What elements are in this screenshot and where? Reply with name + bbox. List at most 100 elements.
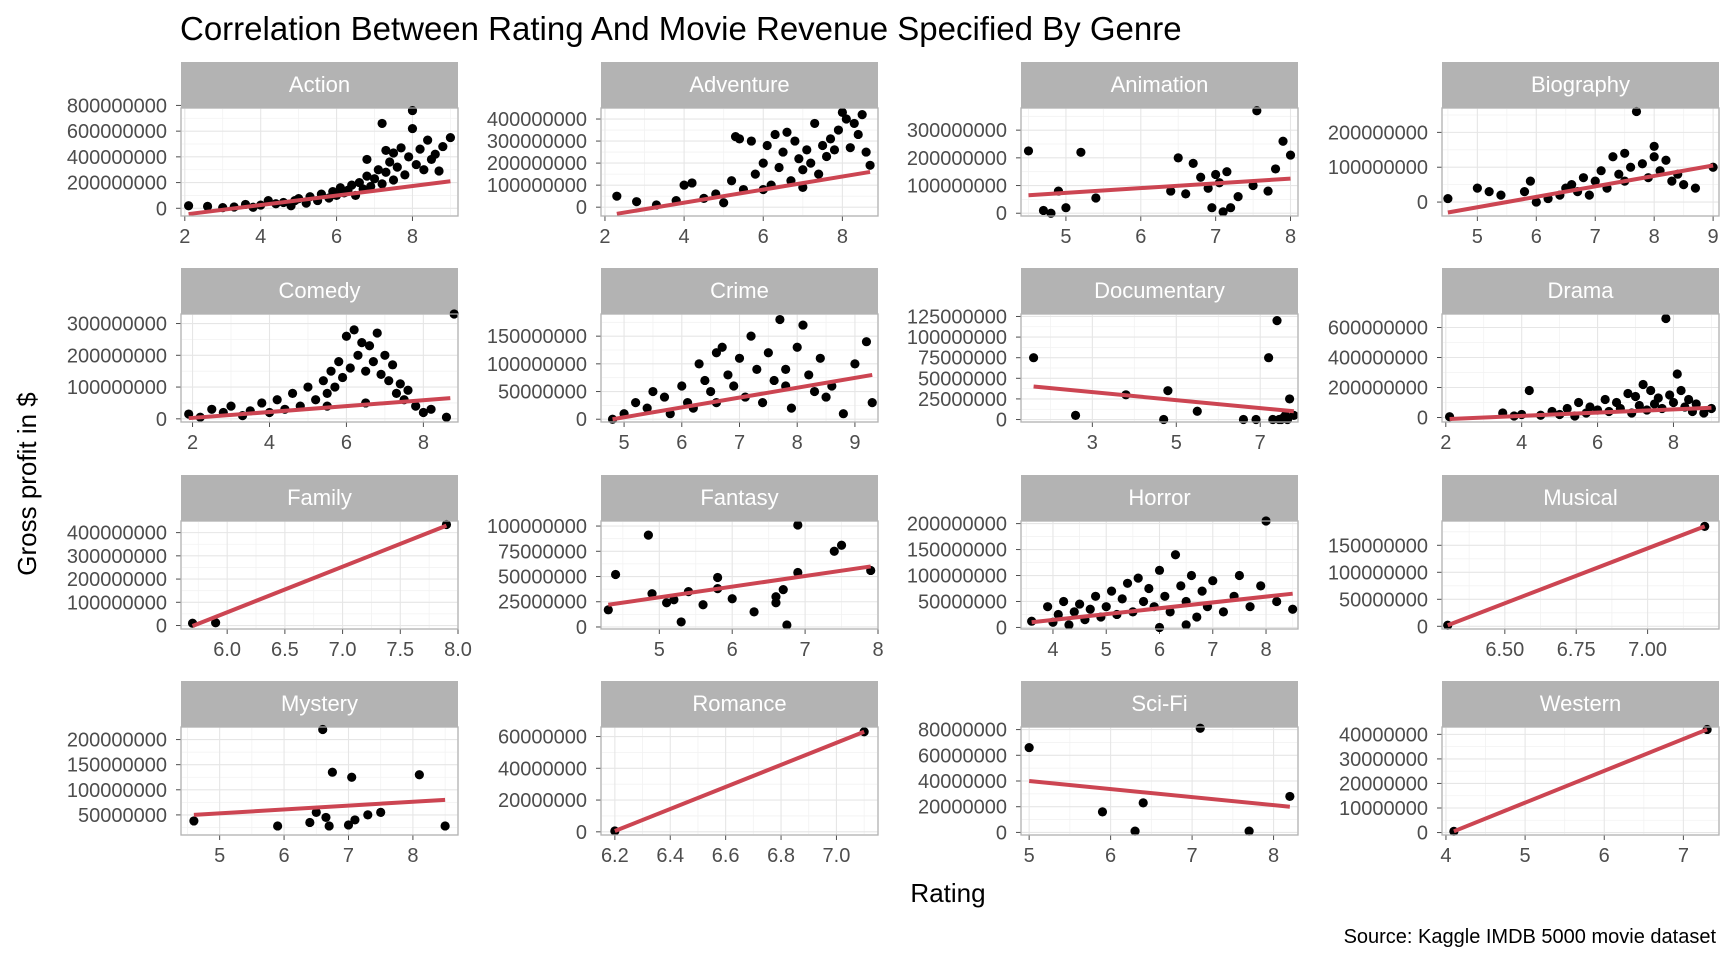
facet-crime: Crime 5 6 7 8 9 0 50000000 100000000 150000000 [487,268,879,454]
data-point [676,617,686,627]
data-point [1233,192,1243,202]
data-point [1264,353,1274,363]
x-tick-label: 7 [343,845,354,867]
facet-label: Musical [1543,485,1618,510]
data-point [790,136,800,146]
y-tick-label: 100000000 [1328,157,1428,179]
data-point [372,328,382,338]
data-point [631,398,641,408]
data-point [1244,826,1254,836]
data-point [734,134,745,144]
data-point [183,201,194,211]
x-axis-title: Rating [910,878,985,908]
data-point [1085,604,1095,614]
data-point [1154,565,1165,575]
data-point [1289,410,1299,421]
data-point [318,724,328,735]
y-tick-label: 0 [156,198,167,220]
data-point [303,382,313,392]
data-point [273,821,283,831]
data-point [1278,136,1288,146]
facet-panel-border [180,520,459,630]
data-point [1218,207,1228,217]
facet-romance: Romance 6.2 6.4 6.6 6.8 7.0 0 20000000 40000000 6… [498,681,879,867]
data-point [821,392,831,402]
data-point [272,395,282,405]
x-tick-label: 6.5 [271,639,299,661]
data-point [794,154,804,164]
y-tick-label: 80000000 [918,720,1007,742]
y-tick-label: 200000000 [907,514,1007,536]
data-point [377,179,387,189]
data-point [321,812,331,823]
data-point [411,159,421,170]
data-point [361,366,371,376]
data-point [368,357,378,367]
data-point [1038,205,1049,216]
data-point [1288,604,1298,614]
facet-mystery: Mystery 5 6 7 8 50000000 100000000 150000000 200… [67,681,459,867]
data-point [440,821,450,831]
facet-animation: Animation 5 6 7 8 0 100000000 200000000 30000000… [907,62,1299,248]
x-tick-label: 8 [418,432,429,454]
facet-horror: Horror 4 5 6 7 8 0 50000000 100000000 150000000 20… [907,475,1299,661]
data-point [648,386,658,397]
x-tick-label: 4 [1440,845,1451,867]
data-point [758,158,768,168]
data-point [380,350,390,360]
data-point [1690,183,1701,193]
y-tick-label: 75000000 [498,541,587,563]
x-tick-label: 5 [1171,432,1182,454]
trend-line [1449,405,1712,421]
data-point [327,767,337,777]
data-point [362,154,372,165]
data-point [867,398,877,408]
data-point [400,170,410,180]
x-tick-label: 7.0 [329,639,357,661]
x-tick-label: 6 [341,432,352,454]
data-point [1443,193,1453,204]
facet-strip [1021,475,1298,521]
data-point [1211,169,1221,180]
x-tick-label: 8 [407,845,418,867]
y-tick-label: 400000000 [67,523,167,545]
x-tick-label: 6 [331,226,342,248]
data-point [829,145,840,155]
trend-line [612,372,873,422]
data-point [337,372,348,383]
x-tick-label: 7.0 [823,845,851,867]
data-point [711,348,722,358]
data-point [1238,414,1249,425]
data-point [1653,393,1663,403]
facet-strip [1442,681,1719,727]
y-tick-label: 0 [1417,192,1428,214]
data-point [387,360,398,370]
data-point [1234,570,1245,581]
facet-label: Adventure [689,72,789,97]
data-point [373,165,383,175]
data-point [1614,169,1624,179]
facet-sci-fi: Sci-Fi 5 6 7 8 0 20000000 40000000 60000000 80000… [918,681,1299,867]
y-tick-label: 20000000 [1339,773,1428,795]
data-point [1567,180,1577,190]
data-point [1226,203,1236,213]
y-tick-label: 30000000 [1339,749,1428,771]
y-tick-label: 25000000 [918,389,1007,411]
data-point [426,404,436,414]
facet-panel-border [180,313,459,423]
data-point [330,382,340,392]
data-point [1256,581,1266,591]
x-tick-label: 5 [1060,226,1071,248]
x-tick-label: 6 [1105,845,1116,867]
x-tick-label: 6 [1531,226,1542,248]
data-point [1195,723,1205,733]
data-point [434,166,444,176]
x-tick-label: 6.50 [1485,639,1524,661]
data-point [694,359,704,369]
data-point [407,123,418,134]
data-point [792,342,802,352]
